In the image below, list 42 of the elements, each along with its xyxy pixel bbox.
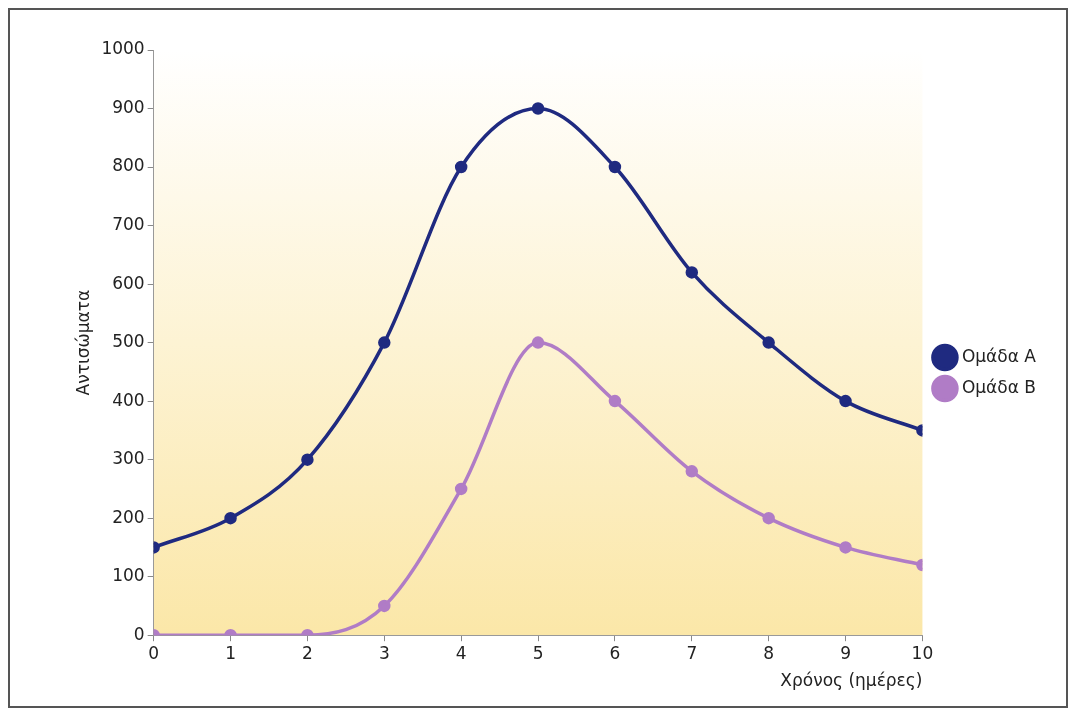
point: [454, 482, 468, 496]
point: [301, 453, 314, 466]
y-tick-label: 500: [112, 331, 145, 352]
y-tick-label: 700: [112, 213, 145, 234]
point: [685, 266, 699, 279]
x-tick-label: 0: [148, 642, 160, 663]
y-tick-label: 0: [133, 623, 145, 644]
y-tick-label: 300: [112, 448, 145, 469]
point: [531, 102, 545, 115]
point: [531, 336, 545, 349]
x-tick-label: 8: [763, 642, 775, 663]
y-tick-label: 900: [112, 96, 145, 117]
x-axis-title: Χρόνος (ημέρες): [780, 670, 923, 691]
point: [378, 599, 391, 613]
y-tick-label: 100: [112, 565, 145, 586]
point: [839, 541, 852, 554]
y-axis-title: Αντισώματα: [72, 289, 93, 396]
x-tick-label: 3: [378, 642, 390, 663]
x-tick-label: 10: [911, 642, 934, 663]
y-tick-label: 800: [112, 155, 145, 176]
x-tick-label: 1: [225, 642, 236, 663]
point: [685, 465, 699, 478]
point: [378, 336, 391, 349]
x-tick-label: 9: [840, 642, 851, 663]
y-tick-label: 600: [112, 272, 145, 293]
point: [608, 160, 622, 174]
y-tick-label: 1000: [101, 38, 145, 59]
x-tick-label: 5: [532, 642, 544, 663]
x-tick-label: 2: [302, 642, 313, 663]
x-tick-label: 6: [609, 642, 621, 663]
point: [608, 394, 622, 408]
x-tick-label: 4: [455, 642, 467, 663]
legend-label: Ομάδα B: [961, 376, 1036, 397]
legend-label: Ομάδα A: [961, 345, 1037, 366]
point: [454, 160, 468, 174]
y-tick-label: 400: [112, 389, 145, 410]
point: [762, 336, 775, 349]
point: [224, 511, 237, 525]
point: [762, 511, 775, 525]
x-tick-label: 7: [686, 642, 698, 663]
y-tick-label: 200: [112, 506, 145, 527]
point: [839, 394, 852, 408]
